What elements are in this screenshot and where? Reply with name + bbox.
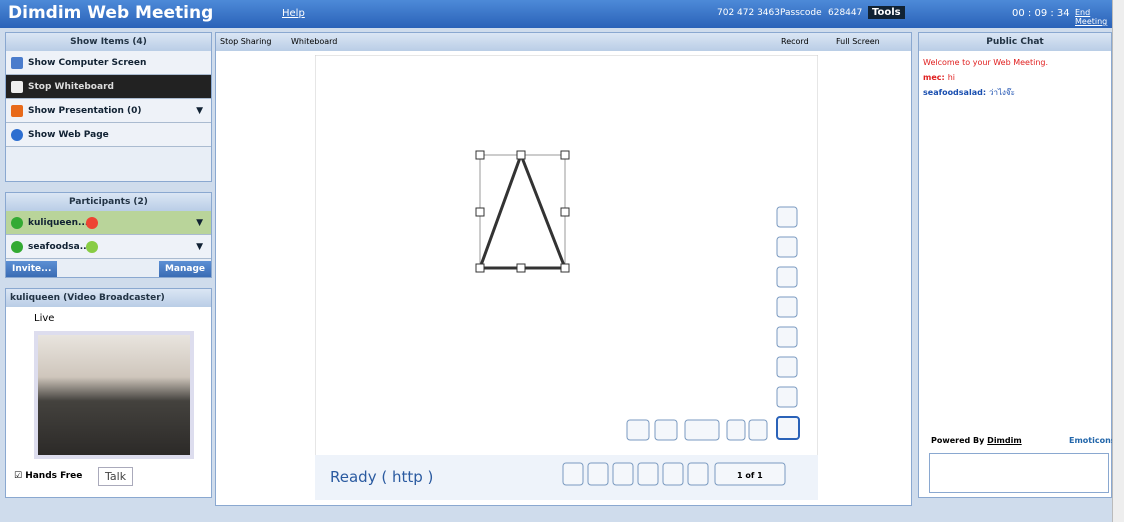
record-button[interactable]: Record	[781, 33, 809, 51]
chat-message: mec:hi	[923, 70, 1107, 85]
participant-name: kuliqueen...	[28, 218, 88, 228]
whiteboard-label: Whiteboard	[291, 33, 337, 51]
chat-message: seafoodsalad:ว่าไงจ๊ะ	[923, 85, 1107, 100]
sender: seafoodsalad:	[923, 88, 986, 97]
message-text: ว่าไงจ๊ะ	[989, 88, 1015, 97]
chat-message: Welcome to your Web Meeting.	[923, 55, 1107, 70]
participant[interactable]: kuliqueen... ▼	[6, 211, 211, 235]
status-icon	[86, 217, 98, 229]
manage-button[interactable]: Manage	[159, 261, 211, 277]
emoticons-button[interactable]: Emoticons	[1069, 436, 1116, 445]
panel-header: Show Items (4)	[6, 33, 211, 51]
status-icon	[86, 241, 98, 253]
page: Dimdim Web Meeting Help 702 472 3463 Pas…	[0, 0, 1124, 522]
main-toolbar: Stop Sharing Whiteboard Record Full Scre…	[216, 33, 911, 51]
menu-item[interactable]: Stop Whiteboard	[6, 75, 211, 99]
sender: mec:	[923, 73, 945, 82]
phone: 702 472 3463	[717, 8, 780, 18]
video-panel: kuliqueen (Video Broadcaster) Live ☑ Han…	[5, 288, 212, 498]
tools-menu[interactable]: Tools	[868, 6, 905, 19]
menu-item[interactable]: Show Presentation (0) ▼	[6, 99, 211, 123]
dropdown[interactable]: ▼	[196, 211, 203, 235]
app-title: Dimdim Web Meeting	[8, 3, 213, 23]
invite-button[interactable]: Invite...	[6, 261, 57, 277]
powered-label: Powered By	[931, 436, 984, 445]
dropdown[interactable]: ▼	[196, 99, 203, 123]
passcode: 628447	[828, 8, 862, 18]
stop-sharing[interactable]: Stop Sharing	[220, 33, 271, 51]
passcode-label: Passcode	[780, 8, 822, 18]
hands-free-checkbox[interactable]: ☑ Hands Free	[14, 471, 82, 481]
chat-input[interactable]	[929, 453, 1109, 493]
panel-header: Participants (2)	[6, 193, 211, 211]
share-panel: Show Items (4) Show Computer Screen Stop…	[5, 32, 212, 182]
menu-item[interactable]: Show Web Page	[6, 123, 211, 147]
brand-link[interactable]: Dimdim	[987, 436, 1022, 445]
full-screen-button[interactable]: Full Screen	[836, 33, 880, 51]
message-text: hi	[948, 73, 955, 82]
participant[interactable]: seafoodsa... ▼	[6, 235, 211, 259]
item-label: Stop Whiteboard	[28, 82, 114, 92]
timer: 00 : 09 : 34	[1012, 8, 1070, 19]
item-label: Show Computer Screen	[28, 58, 146, 68]
live-label: Live	[34, 313, 54, 324]
participant-name: seafoodsa...	[28, 242, 90, 252]
participants-panel: Participants (2) kuliqueen... ▼ seafoodsa…	[5, 192, 212, 278]
status-text: Ready ( http )	[330, 468, 433, 486]
whiteboard	[315, 55, 818, 500]
chat-panel: Public Chat Welcome to your Web Meeting.…	[918, 32, 1112, 498]
help-link[interactable]: Help	[282, 8, 305, 19]
dropdown[interactable]: ▼	[196, 235, 203, 259]
item-label: Show Presentation (0)	[28, 106, 142, 116]
sender: Welcome to your Web Meeting.	[923, 58, 1048, 67]
header: Dimdim Web Meeting Help 702 472 3463 Pas…	[0, 0, 1124, 28]
panel-header: kuliqueen (Video Broadcaster)	[6, 289, 211, 307]
video-frame	[34, 331, 194, 459]
scrollbar[interactable]	[1112, 0, 1124, 522]
talk-button[interactable]: Talk	[98, 467, 133, 486]
menu-item[interactable]: Show Computer Screen	[6, 51, 211, 75]
powered-by: Powered By Dimdim	[931, 436, 1022, 445]
page-indicator: 1 of 1	[737, 471, 763, 480]
panel-header: Public Chat	[919, 33, 1111, 51]
item-label: Show Web Page	[28, 130, 109, 140]
checkbox-label: Hands Free	[25, 471, 82, 481]
